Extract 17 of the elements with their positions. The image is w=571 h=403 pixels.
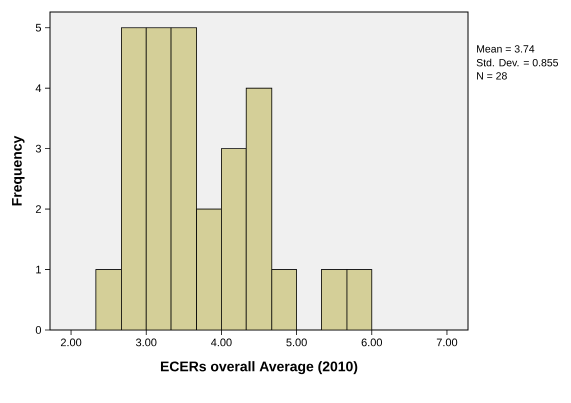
x-tick-label: 2.00 — [60, 338, 82, 346]
y-tick-label: 1 — [36, 266, 41, 274]
x-tick-label: 4.00 — [211, 338, 232, 346]
text: N = 28 — [477, 72, 507, 80]
y-axis-title: Frequency — [12, 136, 25, 206]
y-tick-label: 4 — [36, 84, 42, 92]
x-tick-label: 3.00 — [136, 338, 156, 346]
x-axis-title: ECERs overall Average (2010) — [160, 361, 358, 374]
y-tick-label: 0 — [36, 326, 42, 334]
y-tick-label: 3 — [36, 144, 41, 153]
y-tick-label: 5 — [36, 24, 42, 32]
x-tick-label: 5.00 — [286, 338, 307, 346]
y-tick-label: 2 — [36, 205, 41, 213]
text: Mean = 3.74 — [477, 45, 534, 53]
x-tick-label: 6.00 — [362, 338, 382, 346]
text: Std. Dev. = 0.855 — [476, 58, 558, 66]
x-tick-label: 7.00 — [436, 338, 458, 346]
